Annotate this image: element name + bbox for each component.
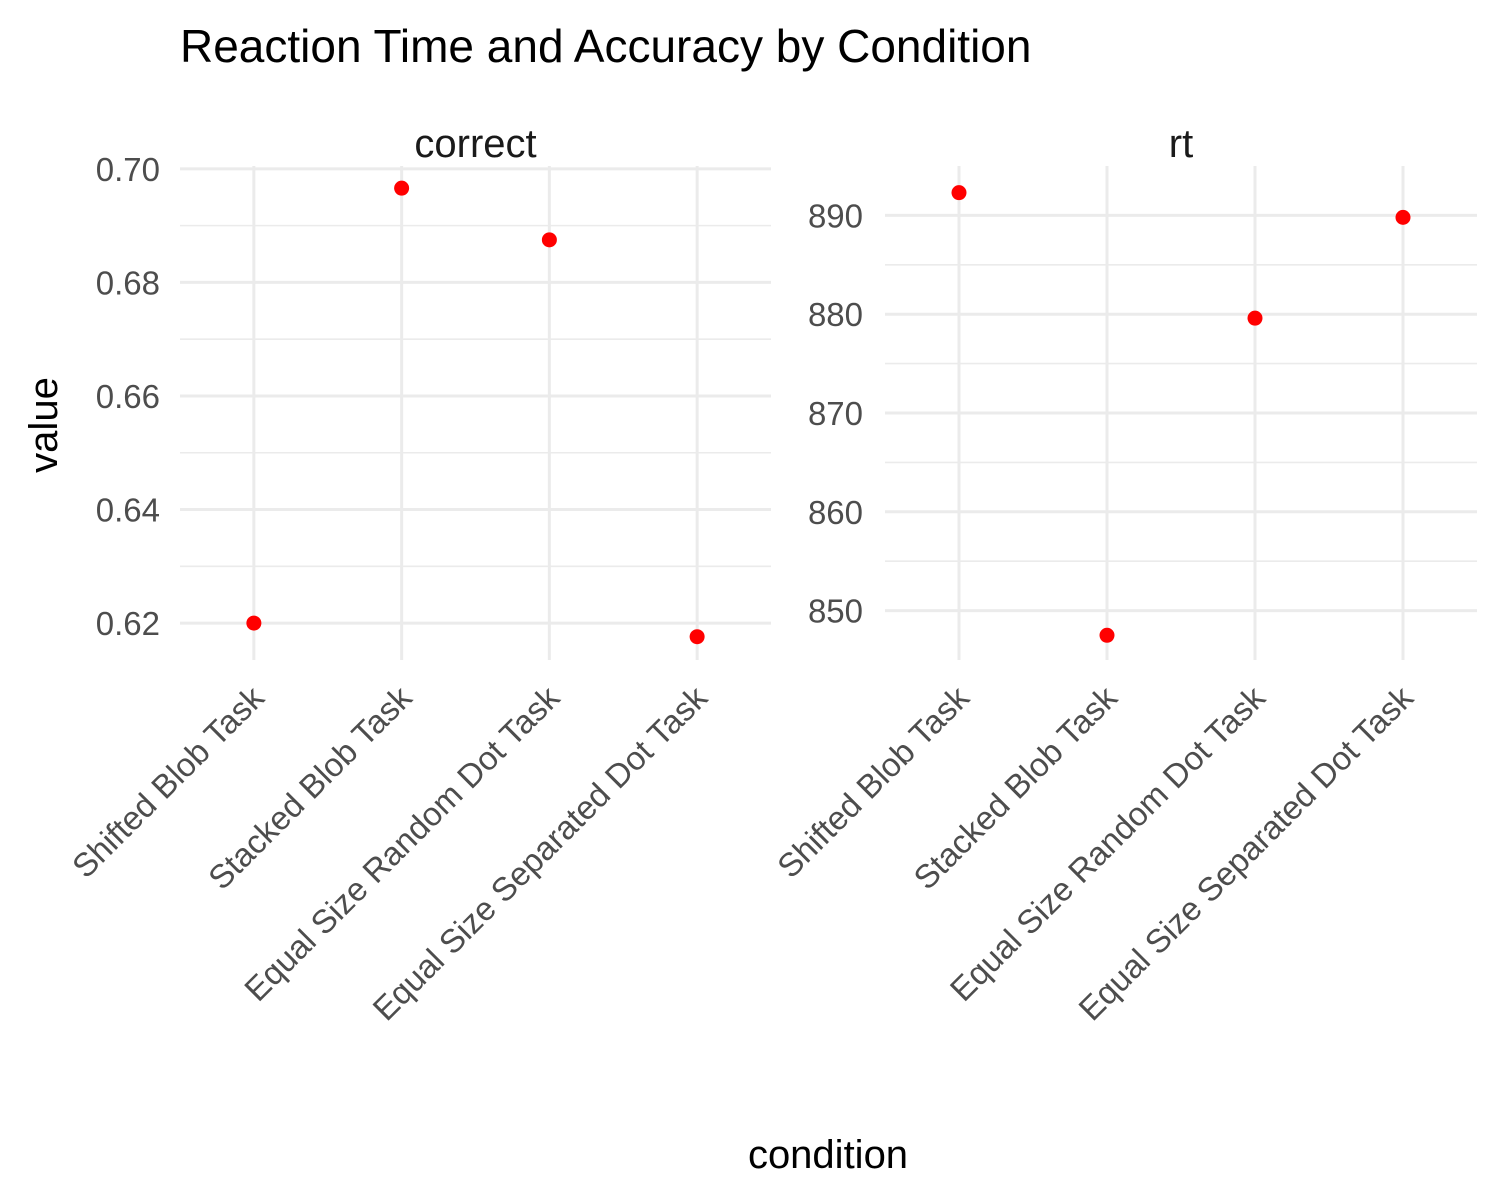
data-point [1395, 209, 1411, 225]
x-tick-label: Equal Size Random Dot Task [943, 678, 1273, 1008]
y-tick-label: 870 [808, 395, 863, 432]
data-point [951, 185, 967, 201]
y-tick-label: 0.66 [96, 378, 160, 415]
data-point [541, 232, 557, 248]
y-tick-label: 890 [808, 197, 863, 234]
y-tick-label: 0.62 [96, 605, 160, 642]
chart-title: Reaction Time and Accuracy by Condition [180, 20, 1031, 72]
y-tick-label: 860 [808, 494, 863, 531]
x-axis-title: condition [748, 1133, 908, 1177]
facet-label: rt [1169, 122, 1193, 166]
data-point [1247, 310, 1263, 326]
data-point [394, 180, 410, 196]
y-tick-label: 0.64 [96, 492, 160, 529]
data-point [246, 615, 262, 631]
data-point [689, 629, 705, 645]
y-tick-label: 880 [808, 296, 863, 333]
x-tick-label: Equal Size Random Dot Task [237, 678, 567, 1008]
y-tick-label: 0.70 [96, 151, 160, 188]
y-axis-title: value [22, 377, 66, 473]
y-tick-label: 0.68 [96, 264, 160, 301]
data-point [1099, 627, 1115, 643]
facet-label: correct [414, 122, 536, 166]
y-tick-label: 850 [808, 593, 863, 630]
